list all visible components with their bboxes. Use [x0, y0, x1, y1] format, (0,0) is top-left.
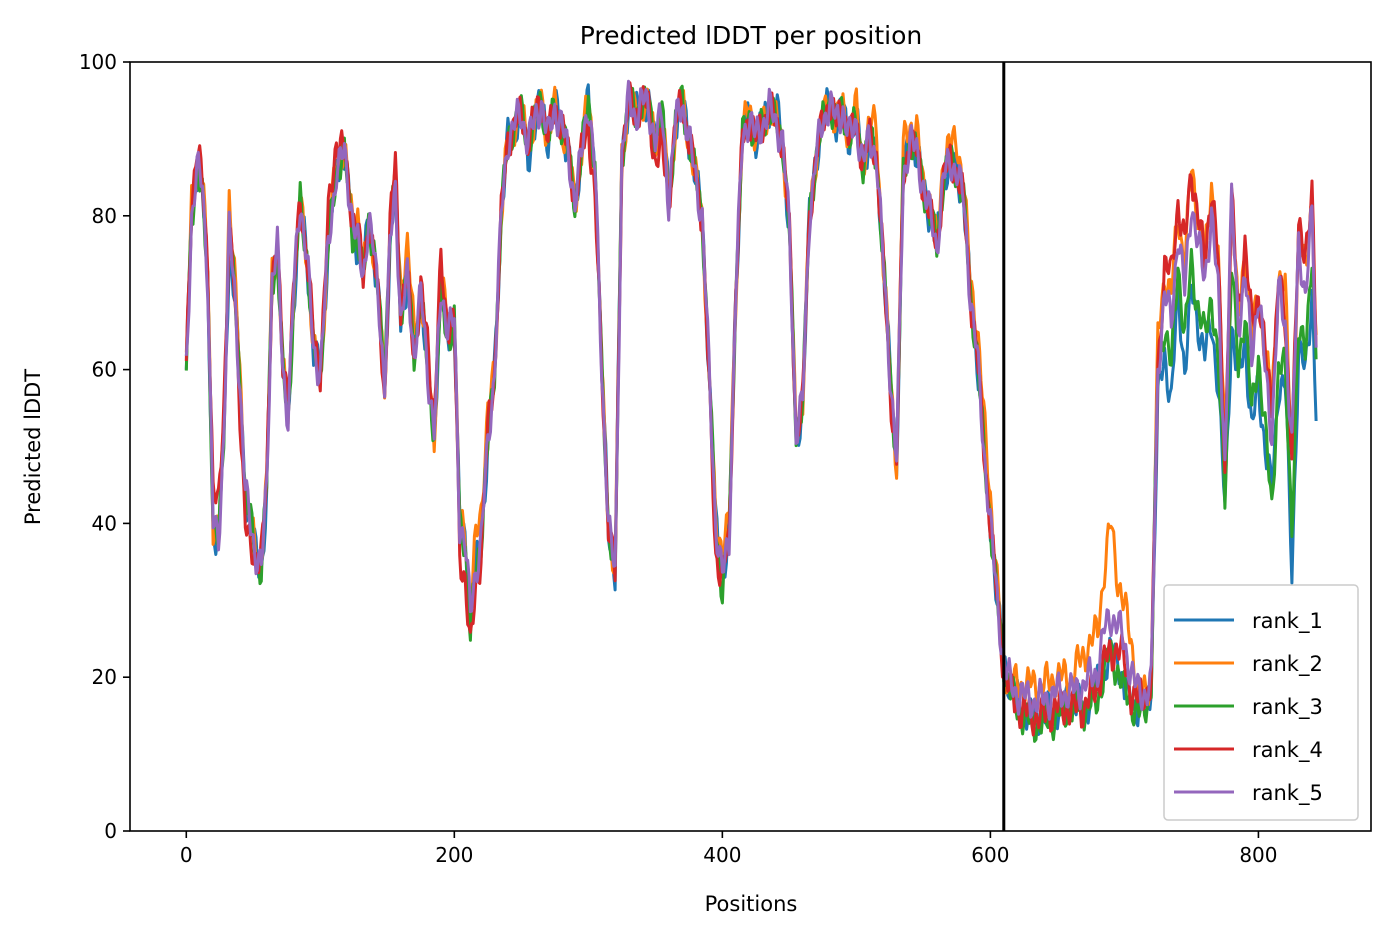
- y-tick-label: 80: [92, 204, 117, 228]
- y-tick-label: 20: [92, 665, 117, 689]
- legend-label-rank_3: rank_3: [1252, 695, 1323, 720]
- legend-label-rank_1: rank_1: [1252, 609, 1323, 634]
- y-tick-label: 100: [79, 50, 117, 74]
- y-tick-label: 60: [92, 358, 117, 382]
- x-tick-label: 400: [703, 843, 741, 867]
- x-tick-label: 600: [971, 843, 1009, 867]
- axes: 0 200 400 600 800 0 20 40 60 80 100: [79, 50, 1372, 867]
- legend-label-rank_5: rank_5: [1252, 781, 1323, 806]
- chart-title: Predicted lDDT per position: [580, 21, 922, 50]
- x-axis-label: Positions: [705, 892, 798, 916]
- legend-label-rank_2: rank_2: [1252, 652, 1323, 677]
- x-tick-label: 200: [435, 843, 473, 867]
- y-tick-label: 0: [104, 819, 117, 843]
- legend: rank_1 rank_2 rank_3 rank_4 rank_5: [1163, 584, 1359, 821]
- y-axis-label: Predicted lDDT: [21, 369, 45, 525]
- series-line-rank_5: [184, 79, 1318, 721]
- y-tick-label: 40: [92, 511, 117, 535]
- x-tick-label: 800: [1239, 843, 1277, 867]
- x-tick-label: 0: [180, 843, 193, 867]
- plot-frame: [129, 61, 1372, 832]
- legend-box: [1163, 584, 1359, 821]
- legend-label-rank_4: rank_4: [1252, 738, 1323, 763]
- plot-lines: [184, 62, 1318, 831]
